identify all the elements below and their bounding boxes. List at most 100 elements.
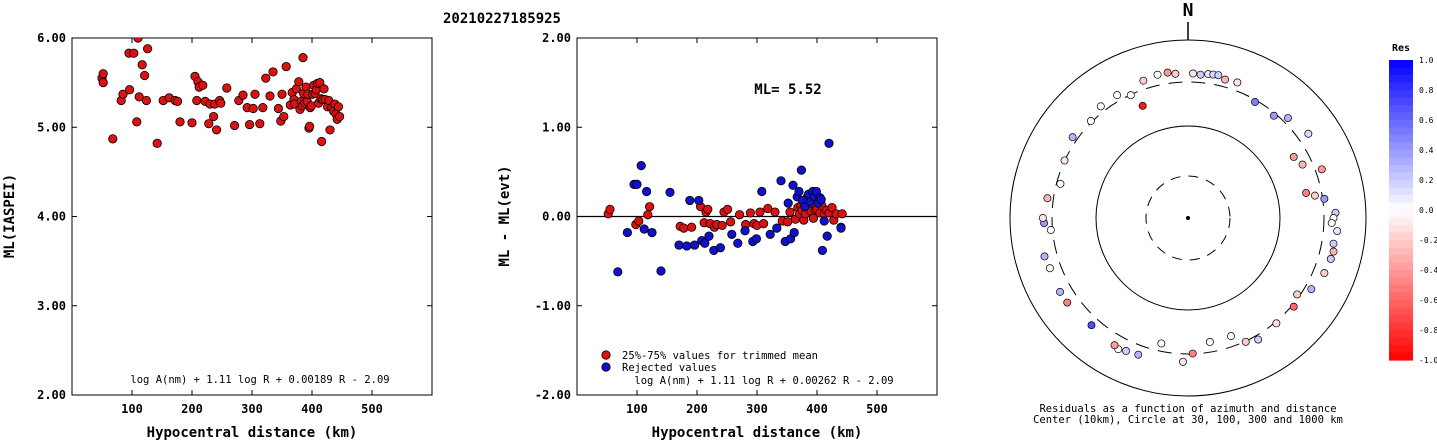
azimuth-residual-point-4	[1214, 71, 1223, 80]
azimuth-residual-point-42	[1056, 287, 1065, 296]
colorbar-segment-24	[1389, 240, 1413, 249]
ml-iaspei-point-2	[98, 69, 108, 79]
rejected-residual-point-9	[665, 187, 675, 198]
ml-residual-x-axis-label: Hypocentral distance (km)	[652, 425, 863, 441]
rejected-residual-point-8	[656, 266, 666, 276]
ml-iaspei-point-24	[192, 95, 202, 106]
ml-iaspei-point-10	[133, 38, 143, 43]
accepted-residual-point-18	[722, 204, 733, 214]
azimuth-residual-point-26	[1293, 290, 1302, 299]
azimuth-residual-point-13	[1317, 165, 1326, 174]
rejected-residual-point-33	[789, 227, 799, 238]
colorbar-segment-21	[1389, 217, 1413, 226]
colorbar-segment-18	[1389, 195, 1413, 204]
azimuth-residual-point-30	[1241, 337, 1250, 346]
x-tick-label-left-0: 100	[121, 402, 143, 416]
ml-iaspei-formula: log A(nm) + 1.11 log R + 0.00189 R - 2.0…	[130, 374, 389, 386]
azimuth-residual-point-53	[1096, 102, 1105, 111]
ml-iaspei-point-36	[222, 83, 232, 93]
rejected-residual-point-16	[700, 238, 710, 248]
rejected-residual-point-19	[715, 243, 726, 253]
azimuth-residual-point-1	[1196, 70, 1205, 79]
ml-iaspei-panel: 100 200 300 400 500 2.00 3.00 4.00 5.00 6.00 Hypo…	[2, 27, 433, 441]
y-tick-label-left-3: 5.00	[37, 120, 66, 134]
ml-iaspei-point-11	[134, 92, 144, 102]
colorbar-segment-7	[1389, 112, 1413, 121]
rejected-residual-point-11	[682, 241, 692, 251]
rejected-residual-point-32	[788, 180, 798, 190]
azimuth-residual-point-29	[1254, 335, 1263, 344]
azimuth-residual-point-54	[1113, 91, 1122, 100]
colorbar-segment-26	[1389, 255, 1413, 264]
azimuth-residual-point-6	[1233, 78, 1242, 87]
rejected-residual-point-1	[622, 227, 633, 238]
ml-iaspei-point-21	[175, 117, 185, 127]
colorbar-tick-label-1: 0.8	[1419, 86, 1434, 95]
azimuth-residual-point-33	[1188, 349, 1197, 358]
ml-iaspei-point-33	[212, 125, 222, 135]
colorbar-segment-1	[1389, 67, 1413, 76]
colorbar-segment-36	[1389, 330, 1413, 339]
colorbar-tick-label-6: -0.2	[1419, 236, 1437, 245]
azimuth-residual-point-31	[1227, 332, 1235, 341]
rejected-residual-point-26	[765, 229, 775, 239]
azimuth-residual-point-44	[1040, 252, 1049, 261]
rejected-residual-point-51	[836, 223, 846, 233]
circle-30km	[1145, 175, 1231, 261]
ml-event-value: ML= 5.52	[754, 82, 821, 98]
ml-iaspei-point-95	[327, 27, 335, 35]
rejected-residual-point-17	[704, 231, 714, 241]
rejected-residual-point-30	[783, 198, 793, 208]
x-tick-label-left-3: 400	[301, 402, 323, 416]
colorbar-segment-28	[1389, 270, 1413, 279]
ml-iaspei-point-94	[334, 111, 345, 122]
colorbar-segment-15	[1389, 172, 1413, 181]
ml-residual-y-axis-label: ML - ML(evt)	[497, 165, 513, 266]
circle-1000km	[1009, 39, 1367, 397]
ml-iaspei-point-8	[129, 48, 139, 58]
ml-iaspei-point-59	[294, 77, 304, 87]
ml-iaspei-point-39	[238, 90, 248, 100]
rejected-residual-point-10	[674, 240, 684, 250]
ml-iaspei-point-47	[265, 91, 275, 101]
x-tick-label-left-1: 200	[181, 402, 203, 416]
ml-residual-panel: 100 200 300 400 500 -2.00 -1.00 0.00 1.00 2.00 ML…	[497, 31, 938, 441]
rejected-residual-point-20	[727, 229, 737, 239]
y-tick-label-middle-4: 2.00	[542, 31, 571, 45]
y-tick-label-middle-3: 1.00	[542, 120, 571, 134]
rejected-residual-point-5	[639, 224, 649, 234]
ml-iaspei-point-9	[132, 117, 142, 127]
y-tick-label-middle-2: 0.00	[542, 210, 571, 224]
ml-iaspei-point-27	[198, 80, 208, 90]
colorbar-tick-label-7: -0.4	[1419, 266, 1437, 275]
azimuth-residual-point-20	[1333, 227, 1342, 236]
colorbar-segment-6	[1389, 105, 1413, 114]
ml-iaspei-point-14	[141, 95, 151, 106]
colorbar-segment-12	[1389, 150, 1413, 159]
rejected-residual-point-13	[689, 240, 700, 250]
ml-iaspei-point-42	[248, 103, 258, 114]
x-tick-label-middle-3: 400	[806, 402, 828, 416]
azimuth-residual-point-15	[1310, 191, 1319, 200]
colorbar-tick-label-9: -0.8	[1419, 326, 1437, 335]
colorbar-segment-3	[1389, 82, 1413, 91]
ml-iaspei-point-48	[268, 67, 278, 77]
azimuth-residual-panel: N Residuals as a function of azimuth and…	[1009, 0, 1437, 426]
azimuth-residual-point-21	[1329, 239, 1338, 248]
accepted-residual-point-8	[686, 222, 697, 232]
ml-iaspei-point-41	[245, 119, 255, 130]
circle-300km	[1051, 81, 1325, 355]
y-tick-label-middle-1: -1.00	[535, 299, 571, 313]
figure-title: 20210227185925	[443, 11, 561, 27]
azimuth-residual-point-24	[1320, 269, 1329, 278]
azimuth-residual-point-35	[1157, 339, 1166, 348]
ml-iaspei-point-7	[125, 85, 135, 95]
azimuth-residual-point-10	[1304, 129, 1313, 138]
rejected-residual-point-47	[817, 245, 828, 256]
rejected-residual-point-7	[647, 227, 657, 238]
x-tick-label-middle-1: 200	[686, 402, 708, 416]
ml-iaspei-point-5	[118, 89, 128, 99]
ml-iaspei-point-31	[209, 111, 219, 122]
colorbar-segment-16	[1389, 180, 1413, 189]
ml-iaspei-point-52	[279, 111, 289, 122]
